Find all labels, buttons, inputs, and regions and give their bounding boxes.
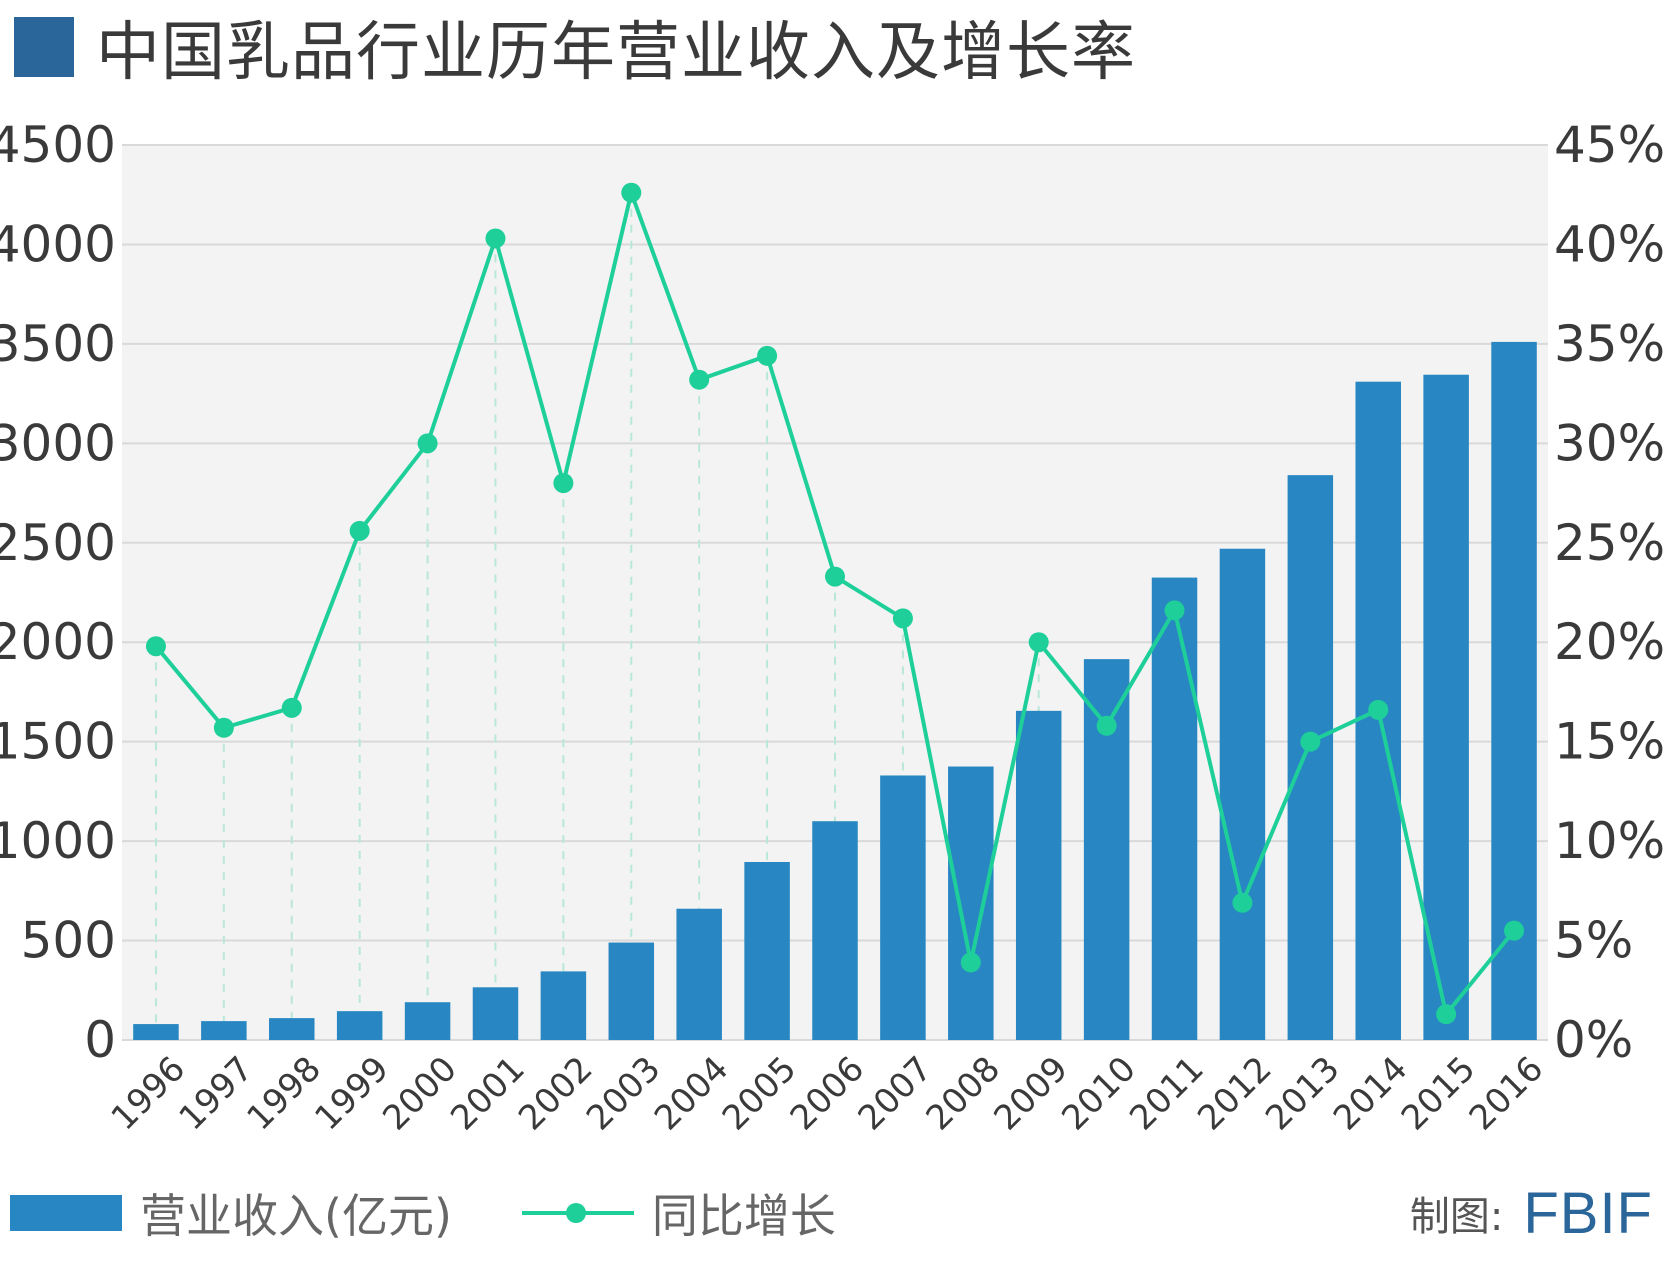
x-tick-label: 2013 bbox=[1258, 1049, 1347, 1138]
growth-point bbox=[349, 520, 370, 541]
x-tick-label: 1999 bbox=[307, 1049, 396, 1138]
left-axis-ticks: 0 500 1000 1500 2000 2500 3000 3500 4000 4500 bbox=[0, 116, 116, 1069]
left-tick-label: 4500 bbox=[0, 116, 116, 174]
growth-point bbox=[689, 369, 710, 390]
bar-revenue bbox=[201, 1021, 247, 1040]
growth-point bbox=[1368, 699, 1389, 720]
bar-revenue bbox=[1287, 475, 1334, 1041]
x-tick-label: 1997 bbox=[172, 1049, 261, 1138]
left-tick-label: 3500 bbox=[0, 315, 116, 373]
growth-point bbox=[1028, 632, 1049, 653]
left-tick-label: 1500 bbox=[0, 713, 116, 771]
legend-line-swatch bbox=[521, 1195, 634, 1231]
growth-point bbox=[1436, 1004, 1457, 1025]
growth-point bbox=[145, 636, 166, 657]
bar-series bbox=[133, 341, 1537, 1041]
x-tick-label: 2000 bbox=[375, 1049, 464, 1138]
right-tick-label: 40% bbox=[1554, 215, 1665, 273]
x-tick-label: 2003 bbox=[579, 1049, 668, 1138]
left-tick-label: 1000 bbox=[0, 812, 116, 870]
left-tick-label: 2000 bbox=[0, 613, 116, 671]
bar-revenue bbox=[1423, 374, 1469, 1040]
bar-revenue bbox=[1015, 710, 1062, 1040]
bar-revenue bbox=[336, 1011, 383, 1040]
x-tick-label: 2009 bbox=[986, 1049, 1075, 1138]
right-tick-label: 5% bbox=[1554, 912, 1633, 970]
legend-bar-label: 营业收入(亿元) bbox=[140, 1189, 452, 1243]
left-tick-label: 2500 bbox=[0, 514, 116, 572]
x-axis-ticks: 1996199719981999200020012002200320042005… bbox=[104, 1049, 1552, 1138]
credit: 制图: FBIF bbox=[1410, 1178, 1653, 1248]
x-tick-label: 1998 bbox=[239, 1049, 328, 1138]
x-tick-label: 2016 bbox=[1462, 1049, 1551, 1138]
left-tick-label: 3000 bbox=[0, 414, 116, 472]
growth-point bbox=[960, 952, 981, 973]
growth-point bbox=[1164, 600, 1185, 621]
credit-label: 制图: bbox=[1409, 1194, 1504, 1240]
title-marker-icon bbox=[14, 17, 74, 77]
right-tick-label: 30% bbox=[1554, 414, 1665, 472]
bar-revenue bbox=[540, 971, 587, 1040]
bar-revenue bbox=[472, 987, 519, 1040]
x-tick-label: 2008 bbox=[919, 1049, 1008, 1138]
x-tick-label: 2004 bbox=[647, 1049, 736, 1138]
growth-point bbox=[417, 433, 438, 454]
growth-point bbox=[485, 228, 506, 249]
x-tick-label: 2014 bbox=[1326, 1049, 1415, 1138]
x-tick-label: 2010 bbox=[1054, 1049, 1143, 1138]
growth-point bbox=[1096, 715, 1117, 736]
x-tick-label: 2015 bbox=[1394, 1049, 1483, 1138]
bar-revenue bbox=[1151, 577, 1198, 1040]
legend-bar-swatch bbox=[10, 1195, 122, 1231]
growth-point bbox=[892, 608, 913, 629]
bar-revenue bbox=[608, 942, 655, 1040]
left-tick-label: 500 bbox=[21, 912, 116, 970]
bar-revenue bbox=[744, 861, 790, 1040]
bar-revenue bbox=[676, 908, 722, 1040]
right-tick-label: 0% bbox=[1554, 1011, 1633, 1069]
right-axis-ticks: 0% 5% 10% 15% 20% 25% 30% 35% 40% 45% bbox=[1554, 116, 1665, 1069]
right-tick-label: 35% bbox=[1554, 315, 1665, 373]
right-tick-label: 25% bbox=[1554, 514, 1665, 572]
bar-revenue bbox=[133, 1024, 179, 1040]
bar-revenue bbox=[880, 775, 926, 1040]
right-tick-label: 45% bbox=[1554, 116, 1665, 174]
legend: 营业收入(亿元) 同比增长 bbox=[10, 1178, 836, 1248]
growth-point bbox=[553, 473, 574, 494]
bar-revenue bbox=[812, 821, 858, 1040]
growth-point bbox=[621, 182, 642, 203]
right-tick-label: 10% bbox=[1554, 812, 1665, 870]
x-tick-label: 2011 bbox=[1122, 1049, 1211, 1138]
growth-point bbox=[757, 345, 778, 366]
x-tick-label: 2007 bbox=[851, 1049, 940, 1138]
x-tick-label: 2012 bbox=[1190, 1049, 1279, 1138]
line-series bbox=[145, 182, 1525, 1025]
bar-revenue bbox=[1219, 548, 1266, 1040]
credit-brand-logo: FBIF bbox=[1523, 1180, 1653, 1246]
x-tick-label: 2005 bbox=[715, 1049, 804, 1138]
right-tick-label: 15% bbox=[1554, 713, 1665, 771]
left-tick-label: 4000 bbox=[0, 215, 116, 273]
growth-point bbox=[281, 697, 302, 718]
bar-revenue bbox=[404, 1002, 451, 1040]
legend-line-label: 同比增长 bbox=[651, 1189, 836, 1243]
bar-revenue bbox=[948, 766, 994, 1040]
x-tick-label: 1996 bbox=[104, 1049, 193, 1138]
growth-point bbox=[825, 566, 845, 587]
bar-revenue bbox=[269, 1018, 315, 1040]
growth-point bbox=[213, 717, 234, 738]
growth-point bbox=[1504, 920, 1525, 941]
right-tick-label: 20% bbox=[1554, 613, 1665, 671]
chart-title-text: 中国乳品行业历年营业收入及增长率 bbox=[96, 16, 1136, 90]
x-tick-label: 2001 bbox=[443, 1049, 532, 1138]
x-tick-label: 2002 bbox=[511, 1049, 600, 1138]
left-tick-label: 0 bbox=[84, 1011, 116, 1069]
x-tick-label: 2006 bbox=[783, 1049, 872, 1138]
growth-point bbox=[1300, 731, 1321, 752]
chart-title: 中国乳品行业历年营业收入及增长率 bbox=[14, 4, 1136, 90]
growth-point bbox=[1232, 892, 1253, 913]
